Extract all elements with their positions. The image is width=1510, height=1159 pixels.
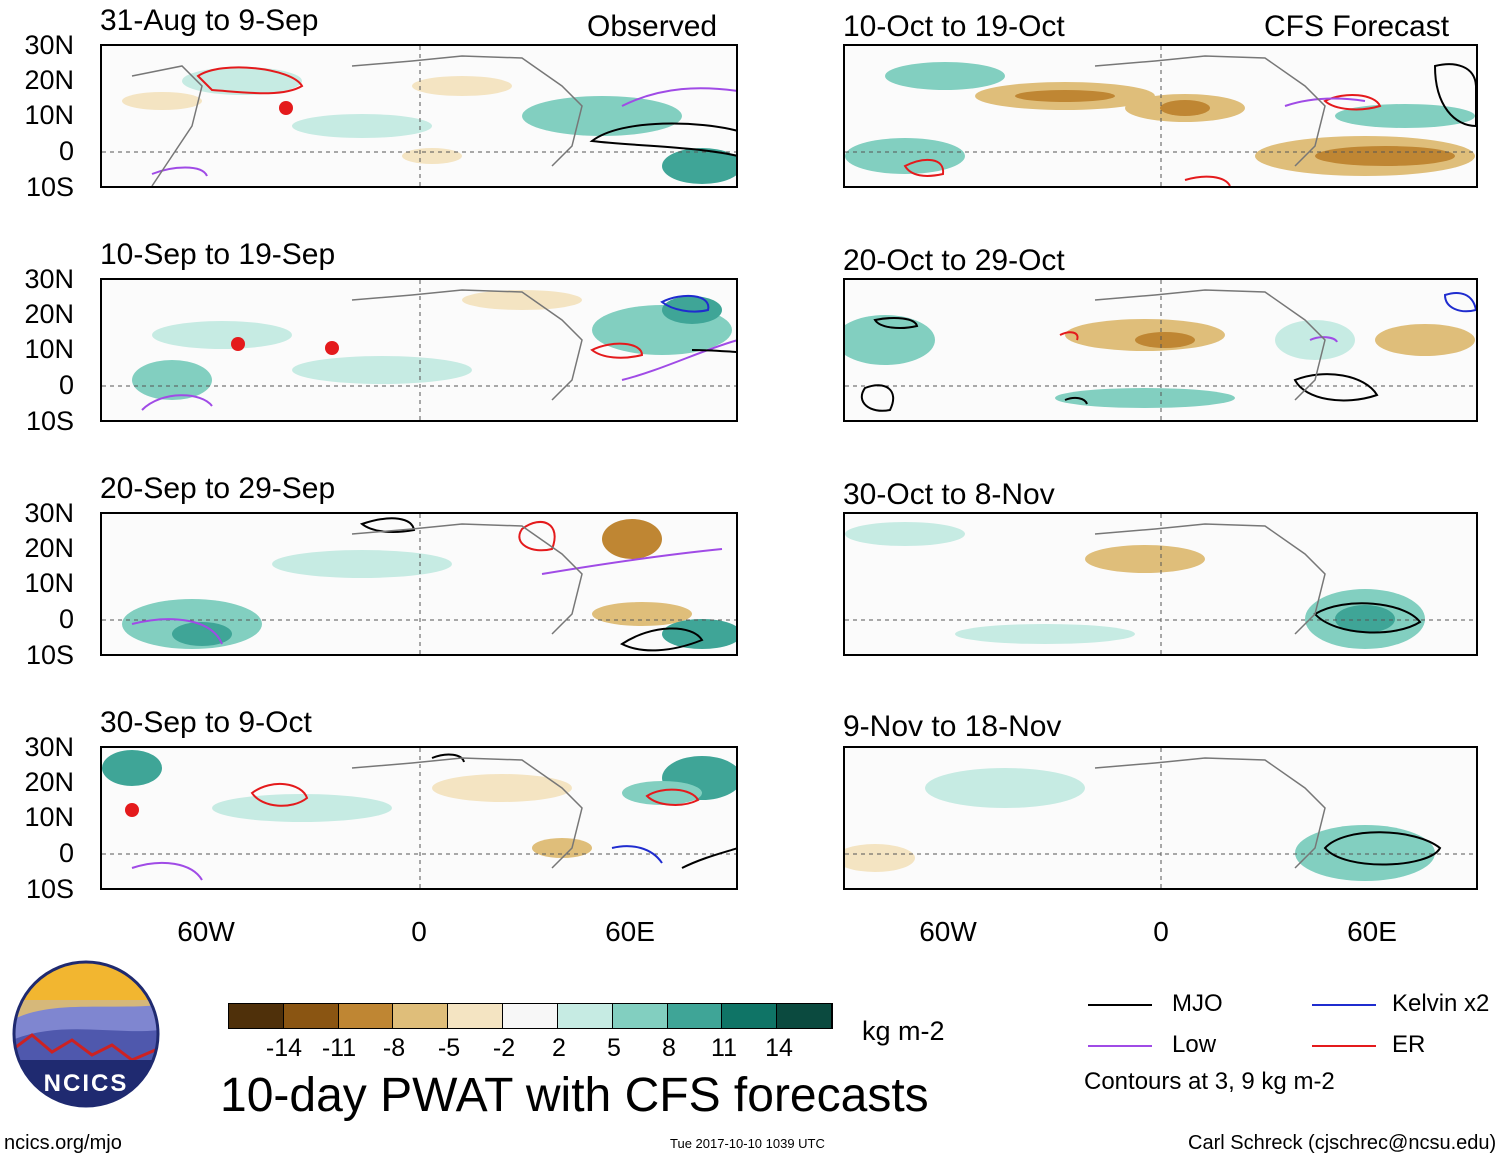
map-panel [843, 44, 1478, 188]
panel-title: 30-Oct to 8-Nov [843, 478, 1055, 511]
pwat-anomaly-map [845, 514, 1476, 654]
map-panel [843, 746, 1478, 890]
main-title: 10-day PWAT with CFS forecasts [220, 1069, 929, 1122]
logo-text: NCICS [43, 1070, 129, 1097]
cyclone-icon [231, 337, 245, 351]
footer-author: Carl Schreck (cjschrec@ncsu.edu) [1188, 1132, 1497, 1154]
panel-title: 31-Aug to 9-Sep [100, 4, 319, 37]
panel-title: 20-Sep to 29-Sep [100, 472, 336, 505]
map-panel [100, 44, 738, 188]
er-legend-label: ER [1392, 1031, 1426, 1058]
low-legend-line [1088, 1045, 1152, 1047]
low-legend-label: Low [1172, 1031, 1217, 1058]
pwat-anomaly-map [845, 748, 1476, 888]
colorbar-swatch [283, 1004, 339, 1028]
mjo-legend-line [1088, 1004, 1152, 1006]
pwat-anomaly-map [845, 46, 1476, 186]
colorbar-swatch [448, 1004, 504, 1028]
cyclone-icon [279, 101, 293, 115]
observed-label: Observed [587, 10, 718, 43]
map-panel [843, 512, 1478, 656]
forecast-label: CFS Forecast [1264, 10, 1450, 43]
map-panel [843, 278, 1478, 422]
pwat-anomaly-map [102, 280, 736, 420]
cyclone-icon [325, 341, 339, 355]
mjo-legend-label: MJO [1172, 990, 1223, 1017]
footer-timestamp: Tue 2017-10-10 1039 UTC [670, 1136, 825, 1151]
er-legend-line [1312, 1045, 1376, 1047]
pwat-anomaly-map [102, 514, 736, 654]
colorbar-swatch [557, 1004, 613, 1028]
map-panel [100, 512, 738, 656]
panel-title: 30-Sep to 9-Oct [100, 706, 312, 739]
map-panel [100, 278, 738, 422]
panel-title: 10-Oct to 19-Oct [843, 10, 1065, 43]
colorbar-swatch [229, 1004, 284, 1028]
colorbar [228, 1003, 833, 1029]
colorbar-swatch [667, 1004, 723, 1028]
colorbar-swatch [777, 1004, 832, 1028]
panel-title: 20-Oct to 29-Oct [843, 244, 1065, 277]
cyclone-icon [125, 803, 139, 817]
colorbar-units: kg m-2 [862, 1016, 945, 1046]
map-panel [100, 746, 738, 890]
kelvin-legend-label: Kelvin x2 [1392, 990, 1490, 1017]
pwat-anomaly-map [845, 280, 1476, 420]
ncics-logo: NCICS [12, 960, 160, 1108]
pwat-anomaly-map [102, 46, 736, 186]
colorbar-swatch [503, 1004, 558, 1028]
footer-url[interactable]: ncics.org/mjo [4, 1132, 122, 1154]
kelvin-legend-line [1312, 1004, 1376, 1006]
contours-note: Contours at 3, 9 kg m-2 [1084, 1068, 1335, 1095]
colorbar-swatch [393, 1004, 449, 1028]
colorbar-swatch [722, 1004, 778, 1028]
panel-title: 9-Nov to 18-Nov [843, 710, 1062, 743]
colorbar-swatch [612, 1004, 668, 1028]
pwat-anomaly-map [102, 748, 736, 888]
panel-title: 10-Sep to 19-Sep [100, 238, 336, 271]
colorbar-swatch [338, 1004, 394, 1028]
